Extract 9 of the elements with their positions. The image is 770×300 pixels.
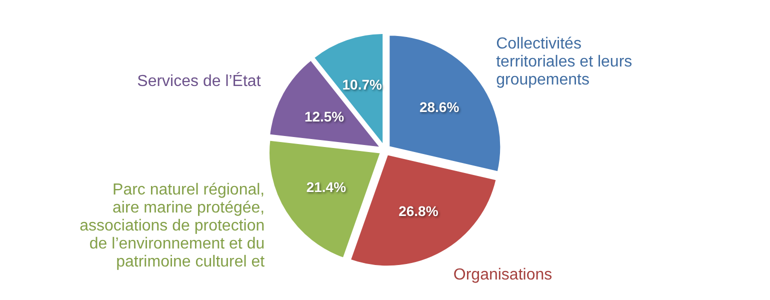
data-label: 21.4% <box>306 178 347 195</box>
data-label: 12.5% <box>304 108 345 124</box>
data-label: 10.7% <box>342 76 383 92</box>
data-label: 28.6% <box>419 98 460 115</box>
slice-label: Collectivités territoriales et leurs groupements <box>496 35 632 88</box>
slice-label: Services de l’État <box>137 72 262 90</box>
slice-label: Parc naturel régional, aire marine protégée, associations de protection de l’environnement et du patrimoine culturel et <box>80 180 266 270</box>
slice-label: Organisations <box>453 266 552 283</box>
data-label: 26.8% <box>398 202 439 219</box>
